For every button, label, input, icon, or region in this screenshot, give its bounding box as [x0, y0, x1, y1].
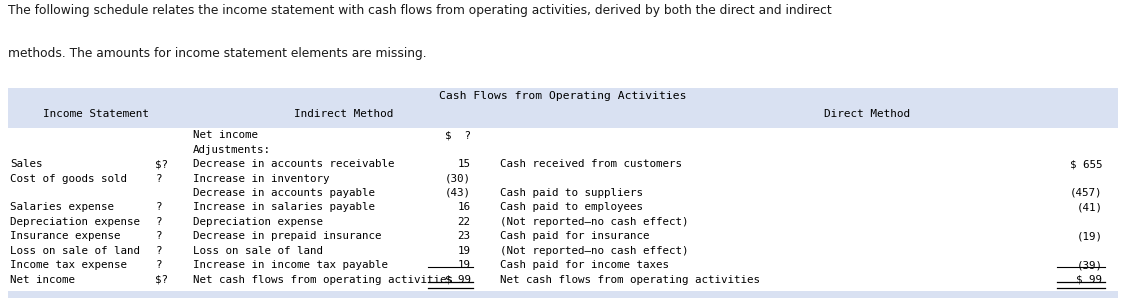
Text: Cash paid for insurance: Cash paid for insurance — [500, 231, 650, 241]
Text: Income Statement: Income Statement — [43, 109, 149, 119]
Text: Direct Method: Direct Method — [824, 109, 910, 119]
Text: Sales: Sales — [10, 159, 43, 169]
Text: ?: ? — [155, 217, 162, 227]
Text: methods. The amounts for income statement elements are missing.: methods. The amounts for income statemen… — [8, 47, 427, 60]
Text: Cash paid to employees: Cash paid to employees — [500, 202, 643, 212]
Text: ?: ? — [155, 231, 162, 241]
Text: $?: $? — [155, 275, 169, 285]
Text: Cash paid to suppliers: Cash paid to suppliers — [500, 188, 643, 198]
Text: $?: $? — [155, 159, 169, 169]
FancyBboxPatch shape — [8, 128, 1118, 291]
Text: Net income: Net income — [193, 130, 258, 140]
Text: Indirect Method: Indirect Method — [294, 109, 393, 119]
Text: Cost of goods sold: Cost of goods sold — [10, 173, 127, 184]
Text: Salaries expense: Salaries expense — [10, 202, 114, 212]
Text: Cash paid for income taxes: Cash paid for income taxes — [500, 260, 669, 270]
Text: ?: ? — [155, 246, 162, 256]
Text: 16: 16 — [457, 202, 471, 212]
Text: Increase in income tax payable: Increase in income tax payable — [193, 260, 387, 270]
Text: Increase in salaries payable: Increase in salaries payable — [193, 202, 375, 212]
Text: Net income: Net income — [10, 275, 75, 285]
Text: Adjustments:: Adjustments: — [193, 145, 270, 155]
Text: Decrease in prepaid insurance: Decrease in prepaid insurance — [193, 231, 381, 241]
Text: Cash received from customers: Cash received from customers — [500, 159, 682, 169]
Text: Insurance expense: Insurance expense — [10, 231, 120, 241]
Text: Cash Flows from Operating Activities: Cash Flows from Operating Activities — [439, 91, 687, 102]
Text: $ 655: $ 655 — [1070, 159, 1102, 169]
Text: $  ?: $ ? — [445, 130, 471, 140]
Text: (Not reported–no cash effect): (Not reported–no cash effect) — [500, 246, 688, 256]
Text: Increase in inventory: Increase in inventory — [193, 173, 329, 184]
Text: The following schedule relates the income statement with cash flows from operati: The following schedule relates the incom… — [8, 4, 832, 18]
Text: Depreciation expense: Depreciation expense — [193, 217, 322, 227]
Text: Depreciation expense: Depreciation expense — [10, 217, 140, 227]
FancyBboxPatch shape — [8, 88, 1118, 128]
Text: (Not reported–no cash effect): (Not reported–no cash effect) — [500, 217, 688, 227]
Text: Income tax expense: Income tax expense — [10, 260, 127, 270]
Text: 23: 23 — [457, 231, 471, 241]
Text: $ 99: $ 99 — [445, 275, 471, 285]
Text: (457): (457) — [1070, 188, 1102, 198]
Text: ?: ? — [155, 173, 162, 184]
Text: Net cash flows from operating activities: Net cash flows from operating activities — [500, 275, 760, 285]
Text: ?: ? — [155, 202, 162, 212]
Text: ?: ? — [155, 260, 162, 270]
Text: (41): (41) — [1076, 202, 1102, 212]
Text: Net cash flows from operating activities: Net cash flows from operating activities — [193, 275, 453, 285]
Text: Loss on sale of land: Loss on sale of land — [10, 246, 140, 256]
Text: 15: 15 — [457, 159, 471, 169]
FancyBboxPatch shape — [8, 291, 1118, 298]
Text: (30): (30) — [445, 173, 471, 184]
Text: Loss on sale of land: Loss on sale of land — [193, 246, 322, 256]
Text: 19: 19 — [457, 260, 471, 270]
Text: 22: 22 — [457, 217, 471, 227]
Text: (43): (43) — [445, 188, 471, 198]
Text: $ 99: $ 99 — [1076, 275, 1102, 285]
Text: (19): (19) — [1076, 231, 1102, 241]
Text: Decrease in accounts payable: Decrease in accounts payable — [193, 188, 375, 198]
Text: Decrease in accounts receivable: Decrease in accounts receivable — [193, 159, 394, 169]
Text: 19: 19 — [457, 246, 471, 256]
Text: (39): (39) — [1076, 260, 1102, 270]
